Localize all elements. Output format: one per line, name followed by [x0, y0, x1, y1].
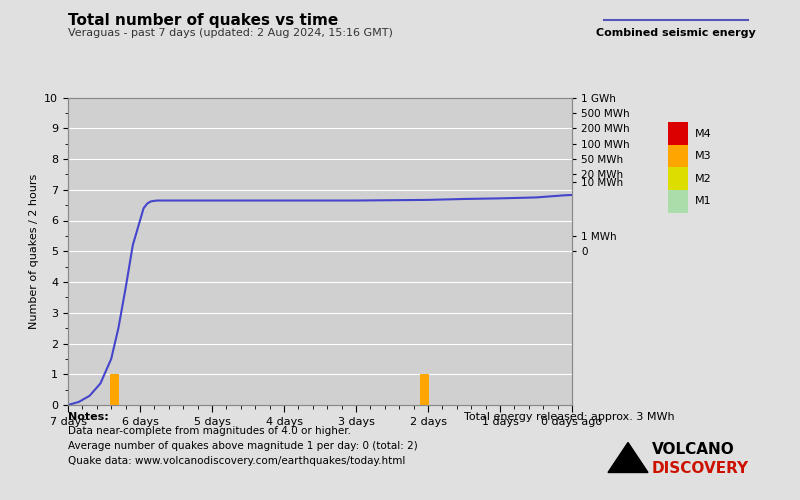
Text: Combined seismic energy: Combined seismic energy [596, 28, 756, 38]
Text: Total number of quakes vs time: Total number of quakes vs time [68, 12, 338, 28]
Text: VOLCANO: VOLCANO [652, 442, 734, 458]
Bar [110, 374, 119, 405]
Text: Veraguas - past 7 days (updated: 2 Aug 2024, 15:16 GMT): Veraguas - past 7 days (updated: 2 Aug 2… [68, 28, 393, 38]
Text: DISCOVERY: DISCOVERY [652, 461, 749, 476]
Text: M2: M2 [694, 174, 711, 184]
Text: Notes:: Notes: [68, 412, 109, 422]
Text: M4: M4 [694, 129, 711, 139]
Text: Average number of quakes above magnitude 1 per day: 0 (total: 2): Average number of quakes above magnitude… [68, 441, 418, 451]
Text: M1: M1 [694, 196, 711, 206]
Text: Quake data: www.volcanodiscovery.com/earthquakes/today.html: Quake data: www.volcanodiscovery.com/ear… [68, 456, 406, 466]
Y-axis label: Number of quakes / 2 hours: Number of quakes / 2 hours [29, 174, 38, 329]
Text: Data near-complete from magnitudes of 4.0 or higher.: Data near-complete from magnitudes of 4.… [68, 426, 351, 436]
Text: M3: M3 [694, 151, 711, 161]
Bar [420, 374, 429, 405]
Text: Total energy released: approx. 3 MWh: Total energy released: approx. 3 MWh [464, 412, 674, 422]
